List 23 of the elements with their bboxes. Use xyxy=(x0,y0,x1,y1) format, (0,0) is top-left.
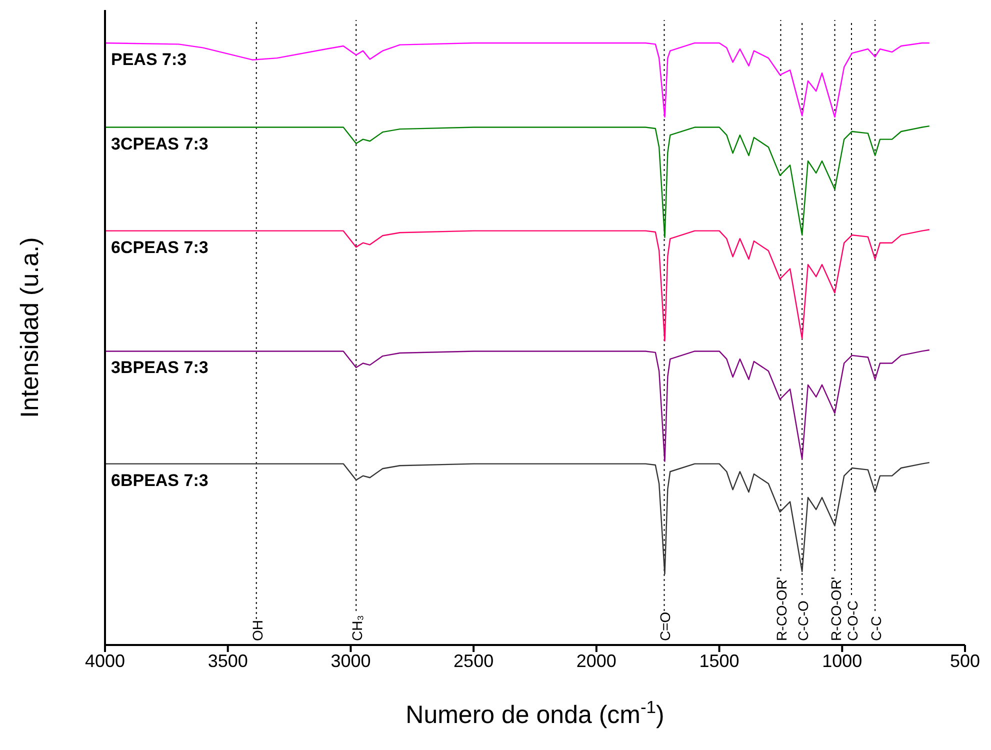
ref-line-label: C-C xyxy=(868,616,884,641)
ref-line-label: CH₃ xyxy=(349,615,366,641)
x-tick-label: 2500 xyxy=(454,650,494,671)
ref-line-label: C-O-C xyxy=(844,600,860,641)
series-label: 6CPEAS 7:3 xyxy=(111,238,208,257)
x-axis-title: Numero de onda (cm$^{-1}$) xyxy=(406,697,664,729)
x-tick-label: 4000 xyxy=(84,650,126,671)
series-label: PEAS 7:3 xyxy=(111,50,187,69)
y-axis-title: Intensidad (u.a.) xyxy=(16,237,44,418)
series-label: 6BPEAS 7:3 xyxy=(111,470,208,490)
x-tick-label: 3500 xyxy=(208,650,248,671)
x-tick-label: 3000 xyxy=(330,650,371,671)
series-label: 3CPEAS 7:3 xyxy=(111,134,208,154)
ref-line-label: C=O xyxy=(657,612,674,641)
ref-line-label: OH xyxy=(249,620,266,641)
x-tick-label: 500 xyxy=(950,650,980,671)
x-tick-label: 2000 xyxy=(576,650,616,671)
ref-line-label: C-C-O xyxy=(795,600,812,641)
x-tick-label: 1500 xyxy=(699,650,740,671)
ref-line-label: R-CO-OR' xyxy=(828,576,844,641)
ref-line-label: R-CO-OR' xyxy=(774,576,790,641)
x-tick-label: 1000 xyxy=(822,650,862,671)
series-label: 3BPEAS 7:3 xyxy=(111,358,208,378)
